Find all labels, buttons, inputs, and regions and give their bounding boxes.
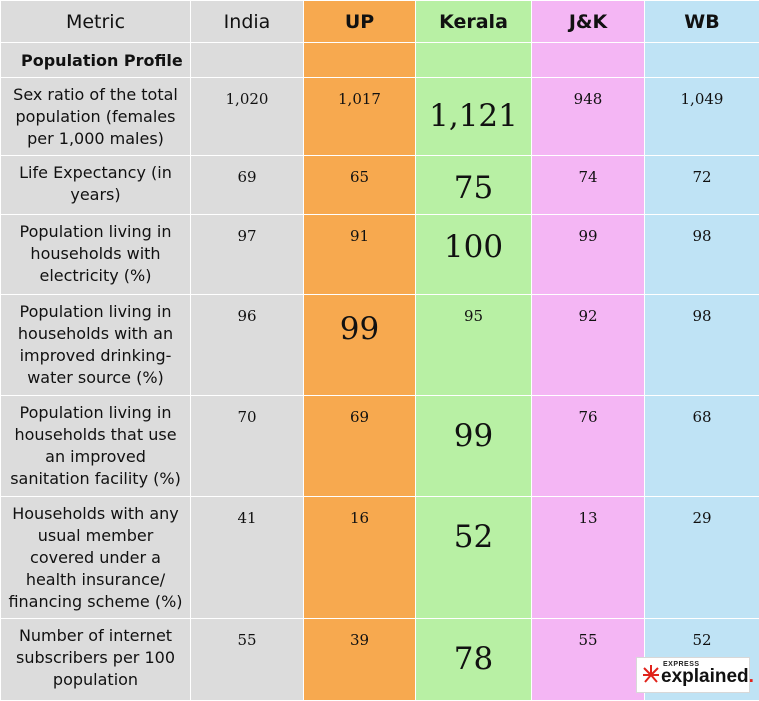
table-row: Population living in households that use… — [1, 396, 759, 497]
value-jk: 55 — [532, 619, 645, 701]
section-title: Population Profile — [1, 43, 191, 78]
table-row: Population living in households with ele… — [1, 215, 759, 295]
table-row: Population living in households with an … — [1, 295, 759, 396]
value-wb: 98 — [645, 215, 759, 295]
metric-label: Population living in households with an … — [1, 295, 191, 396]
section-cell-india — [191, 43, 304, 78]
value-india: 69 — [191, 156, 304, 215]
value-kerala: 1,121 — [416, 78, 532, 156]
value-up: 65 — [304, 156, 416, 215]
table-row: Households with any usual member covered… — [1, 497, 759, 619]
value-jk: 13 — [532, 497, 645, 619]
value-jk: 92 — [532, 295, 645, 396]
header-up: UP — [304, 1, 416, 43]
value-india: 55 — [191, 619, 304, 701]
logo-burst-icon — [642, 664, 660, 686]
header-kerala: Kerala — [416, 1, 532, 43]
value-up: 1,017 — [304, 78, 416, 156]
section-cell-up — [304, 43, 416, 78]
metric-label: Population living in households with ele… — [1, 215, 191, 295]
value-india: 96 — [191, 295, 304, 396]
value-jk: 76 — [532, 396, 645, 497]
metric-label: Life Expectancy (in years) — [1, 156, 191, 215]
value-kerala: 78 — [416, 619, 532, 701]
value-kerala: 99 — [416, 396, 532, 497]
value-up: 99 — [304, 295, 416, 396]
logo-main-text: explained. — [661, 666, 754, 688]
value-india: 97 — [191, 215, 304, 295]
value-kerala: 95 — [416, 295, 532, 396]
value-wb: 98 — [645, 295, 759, 396]
table-row: Sex ratio of the total population (femal… — [1, 78, 759, 156]
value-jk: 74 — [532, 156, 645, 215]
value-india: 70 — [191, 396, 304, 497]
metric-label: Households with any usual member covered… — [1, 497, 191, 619]
section-cell-wb — [645, 43, 759, 78]
metric-label: Number of internet subscribers per 100 p… — [1, 619, 191, 701]
express-explained-logo: EXPRESS explained. — [636, 657, 750, 693]
table-row: Life Expectancy (in years) 69 65 75 74 7… — [1, 156, 759, 215]
metric-label: Sex ratio of the total population (femal… — [1, 78, 191, 156]
value-india: 1,020 — [191, 78, 304, 156]
value-kerala: 52 — [416, 497, 532, 619]
value-jk: 948 — [532, 78, 645, 156]
section-row: Population Profile — [1, 43, 759, 78]
value-wb: 68 — [645, 396, 759, 497]
header-wb: WB — [645, 1, 759, 43]
value-wb: 1,049 — [645, 78, 759, 156]
header-metric: Metric — [1, 1, 191, 43]
value-kerala: 100 — [416, 215, 532, 295]
value-up: 16 — [304, 497, 416, 619]
value-jk: 99 — [532, 215, 645, 295]
header-jk: J&K — [532, 1, 645, 43]
value-wb: 72 — [645, 156, 759, 215]
value-up: 39 — [304, 619, 416, 701]
header-row: Metric India UP Kerala J&K WB — [1, 1, 759, 43]
section-cell-jk — [532, 43, 645, 78]
value-up: 69 — [304, 396, 416, 497]
section-cell-kerala — [416, 43, 532, 78]
header-india: India — [191, 1, 304, 43]
value-up: 91 — [304, 215, 416, 295]
value-wb: 29 — [645, 497, 759, 619]
logo-dot: . — [749, 666, 754, 687]
value-india: 41 — [191, 497, 304, 619]
metric-label: Population living in households that use… — [1, 396, 191, 497]
value-kerala: 75 — [416, 156, 532, 215]
logo-word: explained — [661, 666, 749, 687]
